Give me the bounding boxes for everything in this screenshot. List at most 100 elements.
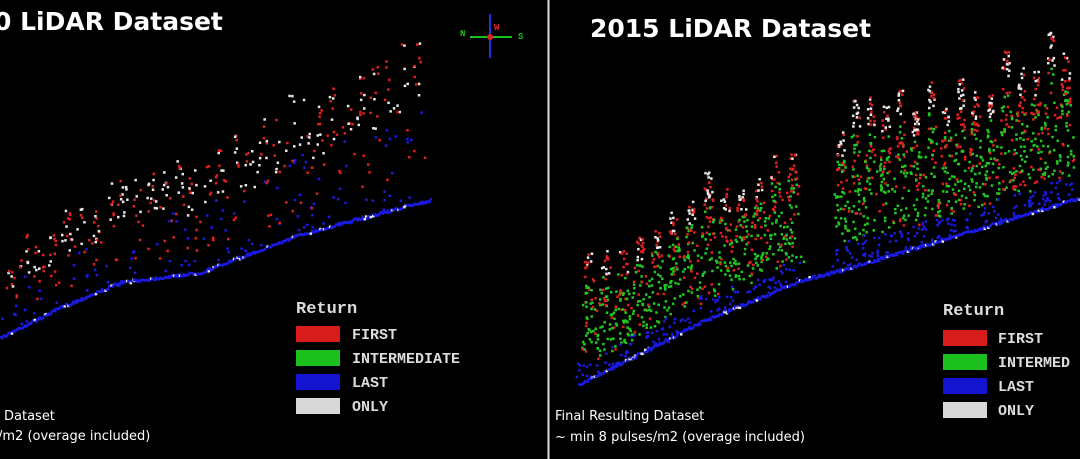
lidar-point: [652, 258, 656, 261]
lidar-point: [374, 136, 378, 139]
lidar-point: [982, 225, 985, 228]
lidar-point: [80, 242, 83, 246]
lidar-point: [642, 350, 646, 354]
lidar-point: [913, 140, 917, 144]
lidar-point: [285, 201, 288, 204]
lidar-point: [605, 352, 608, 355]
lidar-point: [792, 187, 796, 190]
lidar-point: [692, 309, 695, 313]
lidar-point: [775, 218, 778, 222]
lidar-point: [900, 170, 903, 173]
lidar-point: [967, 185, 971, 188]
lidar-point: [1053, 206, 1056, 209]
lidar-point: [95, 258, 98, 262]
lidar-point: [212, 236, 215, 240]
lidar-point: [1055, 160, 1059, 163]
lidar-point: [963, 118, 966, 122]
lidar-point: [748, 290, 752, 293]
lidar-point: [927, 189, 930, 192]
lidar-point: [622, 265, 625, 269]
lidar-point: [773, 233, 777, 236]
lidar-point: [787, 175, 790, 179]
lidar-point: [866, 117, 870, 120]
lidar-point: [635, 354, 639, 357]
lidar-point: [620, 363, 623, 367]
lidar-point: [1044, 200, 1047, 203]
lidar-point: [1030, 165, 1033, 169]
lidar-point: [222, 169, 225, 172]
lidar-point: [990, 140, 994, 144]
lidar-point: [28, 286, 31, 289]
compass-label: N: [460, 29, 465, 39]
lidar-point: [658, 232, 661, 235]
lidar-point: [931, 157, 934, 161]
lidar-point: [959, 198, 963, 202]
lidar-point: [292, 161, 296, 165]
lidar-point: [679, 319, 683, 323]
lidar-point: [163, 183, 166, 187]
lidar-point: [911, 130, 915, 134]
lidar-point: [133, 271, 137, 275]
lidar-point: [703, 271, 706, 274]
lidar-point: [617, 273, 620, 276]
lidar-point: [708, 220, 712, 223]
lidar-point: [338, 187, 342, 190]
lidar-point: [892, 221, 896, 225]
lidar-point: [973, 193, 977, 197]
lidar-point: [1047, 132, 1050, 136]
lidar-point: [184, 259, 187, 263]
lidar-point: [779, 282, 782, 286]
lidar-point: [719, 261, 722, 264]
lidar-point: [27, 271, 31, 274]
lidar-point: [195, 183, 198, 187]
lidar-point: [641, 245, 644, 248]
lidar-point: [250, 242, 254, 246]
lidar-point: [258, 141, 262, 144]
lidar-point: [92, 234, 96, 238]
lidar-point: [147, 277, 151, 281]
lidar-point: [1000, 119, 1003, 122]
lidar-point: [868, 254, 871, 257]
lidar-point: [740, 237, 744, 240]
lidar-point: [708, 317, 712, 320]
lidar-point: [655, 246, 659, 250]
lidar-point: [628, 315, 631, 318]
lidar-point: [175, 212, 178, 216]
lidar-point: [890, 234, 893, 238]
lidar-point: [590, 340, 593, 344]
lidar-point: [741, 303, 744, 306]
lidar-point: [655, 311, 658, 314]
lidar-point: [1007, 74, 1010, 78]
lidar-point: [922, 235, 926, 238]
lidar-point: [638, 300, 642, 303]
lidar-point: [81, 207, 84, 211]
lidar-point: [868, 168, 872, 171]
lidar-point: [418, 42, 422, 45]
lidar-point: [57, 307, 61, 311]
lidar-point: [1052, 35, 1055, 39]
lidar-point: [945, 107, 948, 111]
lidar-point: [262, 125, 266, 128]
lidar-point: [5, 286, 9, 290]
lidar-point: [701, 287, 704, 291]
lidar-point: [888, 240, 892, 243]
lidar-point: [267, 214, 270, 217]
lidar-point: [772, 276, 775, 279]
lidar-point: [42, 316, 45, 319]
lidar-point: [731, 288, 735, 291]
lidar-point: [760, 225, 763, 229]
lidar-point: [588, 363, 592, 367]
lidar-point: [159, 206, 162, 209]
lidar-point: [684, 319, 687, 322]
lidar-point: [367, 163, 370, 166]
lidar-point: [640, 280, 644, 284]
lidar-point: [1041, 173, 1045, 176]
lidar-point: [428, 200, 431, 203]
lidar-point: [916, 120, 919, 123]
lidar-point: [705, 231, 709, 234]
lidar-point: [669, 281, 672, 284]
lidar-point: [677, 243, 680, 246]
lidar-point: [884, 182, 887, 185]
lidar-point: [616, 295, 619, 298]
lidar-point: [25, 320, 29, 323]
